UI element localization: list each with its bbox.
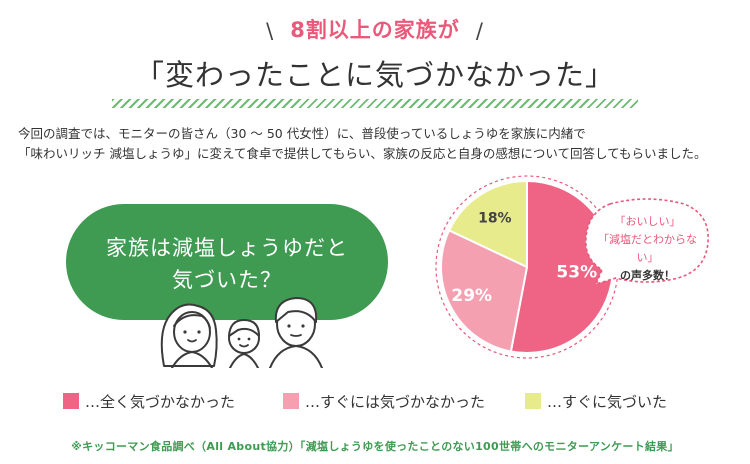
bubble-line-3: の声多数！ bbox=[620, 269, 675, 282]
father-hair bbox=[274, 297, 318, 323]
question-line-2: 気づいた？ bbox=[172, 268, 282, 292]
legend-swatch-2 bbox=[525, 393, 541, 409]
headline-right-deco: / bbox=[475, 19, 484, 43]
speech-bubble bbox=[585, 198, 709, 284]
child-hair bbox=[228, 319, 260, 337]
pie-label-2: 18% bbox=[478, 210, 512, 226]
bubble-line-1: 「おいしい」 bbox=[614, 215, 681, 228]
pie-chart: 53% 29% 18% bbox=[435, 175, 619, 359]
bubble-text: 「おいしい」 「減塩だとわからない」 の声多数！ bbox=[590, 213, 705, 285]
question-line-1: 家族は減塩しょうゆだと bbox=[106, 236, 348, 260]
intro-line-2: 「味わいリッチ 減塩しょうゆ」に変えて食卓で提供してもらい、家族の反応と自身の感… bbox=[18, 146, 707, 161]
legend-label-0: …全く気づかなかった bbox=[85, 393, 236, 411]
headline-left-deco: \ bbox=[266, 19, 275, 43]
father-body bbox=[269, 345, 323, 368]
intro-text: 今回の調査では、モニターの皆さん（30 ～ 50 代女性）に、普段使っているしょ… bbox=[18, 124, 738, 164]
pie-label-1: 29% bbox=[451, 286, 492, 306]
bubble-line-2: 「減塩だとわからない」 bbox=[598, 233, 697, 264]
question-text: 家族は減塩しょうゆだと 気づいた？ bbox=[66, 232, 388, 296]
legend-swatch-0 bbox=[63, 393, 79, 409]
intro-line-1: 今回の調査では、モニターの皆さん（30 ～ 50 代女性）に、普段使っているしょ… bbox=[18, 126, 586, 141]
pie-slice-1 bbox=[440, 229, 529, 353]
legend-label-2: …すぐに気づいた bbox=[547, 393, 668, 411]
headline: \ 8割以上の家族が / bbox=[0, 14, 750, 44]
legend-item-2: …すぐに気づいた bbox=[525, 391, 667, 412]
legend-swatch-1 bbox=[283, 393, 299, 409]
page-title: 「変わったことに気づかなかった」 bbox=[134, 58, 615, 92]
question-pill bbox=[66, 204, 388, 320]
mother-bangs bbox=[173, 314, 211, 329]
source-footnote: ※キッコーマン食品調べ（All About協力）「減塩しょうゆを使ったことのない… bbox=[71, 440, 679, 453]
hatch-divider bbox=[112, 99, 638, 108]
child-body bbox=[229, 353, 259, 368]
pie-slice-2 bbox=[447, 179, 528, 269]
legend-item-1: …すぐには気づかなかった bbox=[283, 391, 485, 412]
legend-label-1: …すぐには気づかなかった bbox=[305, 393, 486, 411]
headline-text: 8割以上の家族が bbox=[290, 18, 460, 42]
pie-label-0: 53% bbox=[556, 263, 597, 283]
mother-body bbox=[171, 351, 213, 368]
legend-item-0: …全く気づかなかった bbox=[63, 391, 235, 412]
family-illustration bbox=[160, 297, 323, 368]
